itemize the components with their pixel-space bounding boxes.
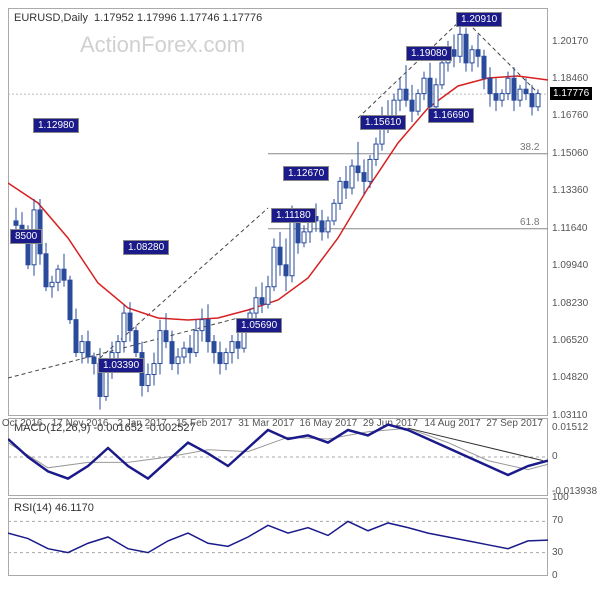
price-label: 8500 <box>10 229 42 244</box>
fib-level-label: 38.2 <box>520 142 539 153</box>
y-axis-label: 1.15060 <box>552 148 588 159</box>
price-label: 1.05690 <box>236 318 282 333</box>
macd-y-label: 0.01512 <box>552 422 588 433</box>
price-label: 1.15610 <box>360 115 406 130</box>
y-axis-label: 1.04820 <box>552 372 588 383</box>
rsi-y-label: 0 <box>552 570 558 581</box>
y-axis-label: 1.18460 <box>552 73 588 84</box>
price-label: 1.16690 <box>428 108 474 123</box>
y-axis-label: 1.13360 <box>552 185 588 196</box>
price-label: 1.12670 <box>283 166 329 181</box>
y-axis-label: 1.06520 <box>552 335 588 346</box>
price-label: 1.19080 <box>406 46 452 61</box>
macd-y-label: 0 <box>552 451 558 462</box>
current-price-badge: 1.17776 <box>550 87 592 100</box>
y-axis-label: 1.09940 <box>552 260 588 271</box>
rsi-y-label: 30 <box>552 547 563 558</box>
y-axis-label: 1.03110 <box>552 410 587 421</box>
price-label: 1.12980 <box>33 118 79 133</box>
y-axis-label: 1.08230 <box>552 298 588 309</box>
y-axis-label: 1.11640 <box>552 223 587 234</box>
rsi-y-label: 70 <box>552 515 563 526</box>
price-label: 1.03390 <box>98 358 144 373</box>
y-axis-label: 1.20170 <box>552 36 588 47</box>
price-label: 1.20910 <box>456 12 502 27</box>
price-label: 1.11180 <box>271 208 316 223</box>
fib-level-label: 61.8 <box>520 217 539 228</box>
price-label: 1.08280 <box>123 240 169 255</box>
y-axis-label: 1.16760 <box>552 110 588 121</box>
rsi-y-label: 100 <box>552 492 569 503</box>
